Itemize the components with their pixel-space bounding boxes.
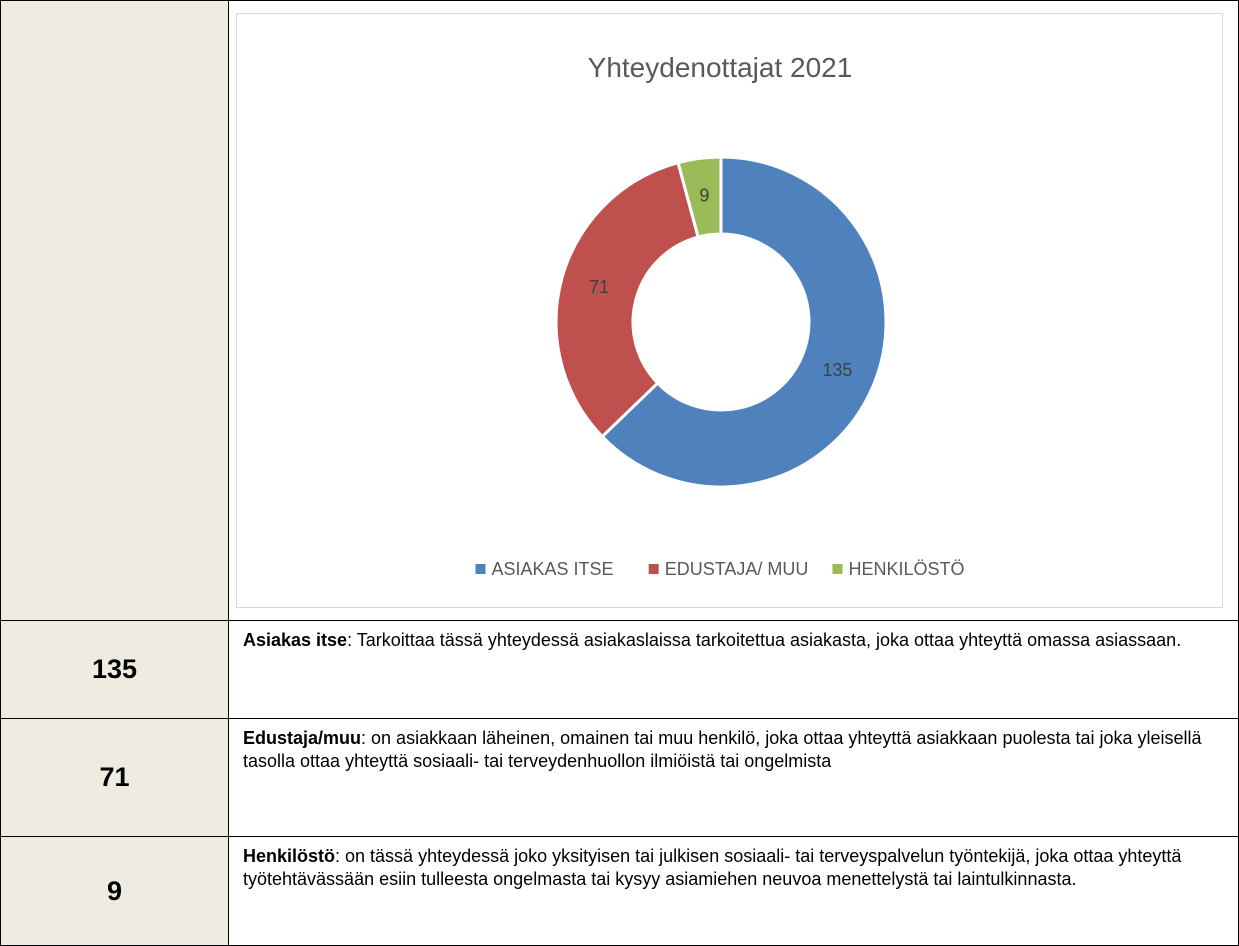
row-text: : on asiakkaan läheinen, omainen tai muu… bbox=[243, 728, 1202, 771]
data-label: 71 bbox=[589, 277, 609, 297]
row-text: : Tarkoittaa tässä yhteydessä asiakaslai… bbox=[347, 630, 1182, 650]
row-text: : on tässä yhteydessä joko yksityisen ta… bbox=[243, 846, 1182, 889]
row-text-cell: Edustaja/muu: on asiakkaan läheinen, oma… bbox=[228, 718, 1239, 837]
row-text-cell: Henkilöstö: on tässä yhteydessä joko yks… bbox=[228, 836, 1239, 946]
row-text-cell: Asiakas itse: Tarkoittaa tässä yhteydess… bbox=[228, 620, 1239, 719]
legend-marker bbox=[475, 564, 486, 574]
chart-cell: Yhteydenottajat 2021 135 71 9 ASIAKAS ITSE E… bbox=[228, 0, 1239, 621]
slice bbox=[554, 160, 700, 439]
chart-frame bbox=[236, 13, 1223, 608]
data-label: 135 bbox=[822, 360, 852, 380]
chart-title: Yhteydenottajat 2021 bbox=[588, 52, 853, 83]
row-value: 135 bbox=[91, 654, 138, 684]
slice bbox=[600, 155, 888, 489]
legend-label: ASIAKAS ITSE bbox=[492, 559, 614, 579]
legend-marker bbox=[648, 564, 659, 574]
row-term: Edustaja/muu bbox=[243, 728, 362, 748]
legend-label: EDUSTAJA/ MUU bbox=[665, 559, 809, 579]
legend-label: HENKILÖSTÖ bbox=[849, 559, 965, 579]
data-label: 9 bbox=[699, 185, 709, 205]
chart: Yhteydenottajat 2021 135 71 9 ASIAKAS ITSE E… bbox=[236, 13, 1223, 608]
row-term: Henkilöstö bbox=[243, 846, 336, 866]
row-term: Asiakas itse bbox=[243, 630, 348, 650]
row-value: 71 bbox=[99, 762, 130, 792]
row-value-cell: 71 bbox=[0, 718, 229, 837]
slice bbox=[676, 155, 723, 239]
row-value: 9 bbox=[106, 875, 123, 906]
row-value-cell: 135 bbox=[0, 620, 229, 719]
legend-marker bbox=[832, 564, 843, 574]
left-cell bbox=[0, 0, 229, 621]
row-value-cell: 9 bbox=[0, 836, 229, 946]
